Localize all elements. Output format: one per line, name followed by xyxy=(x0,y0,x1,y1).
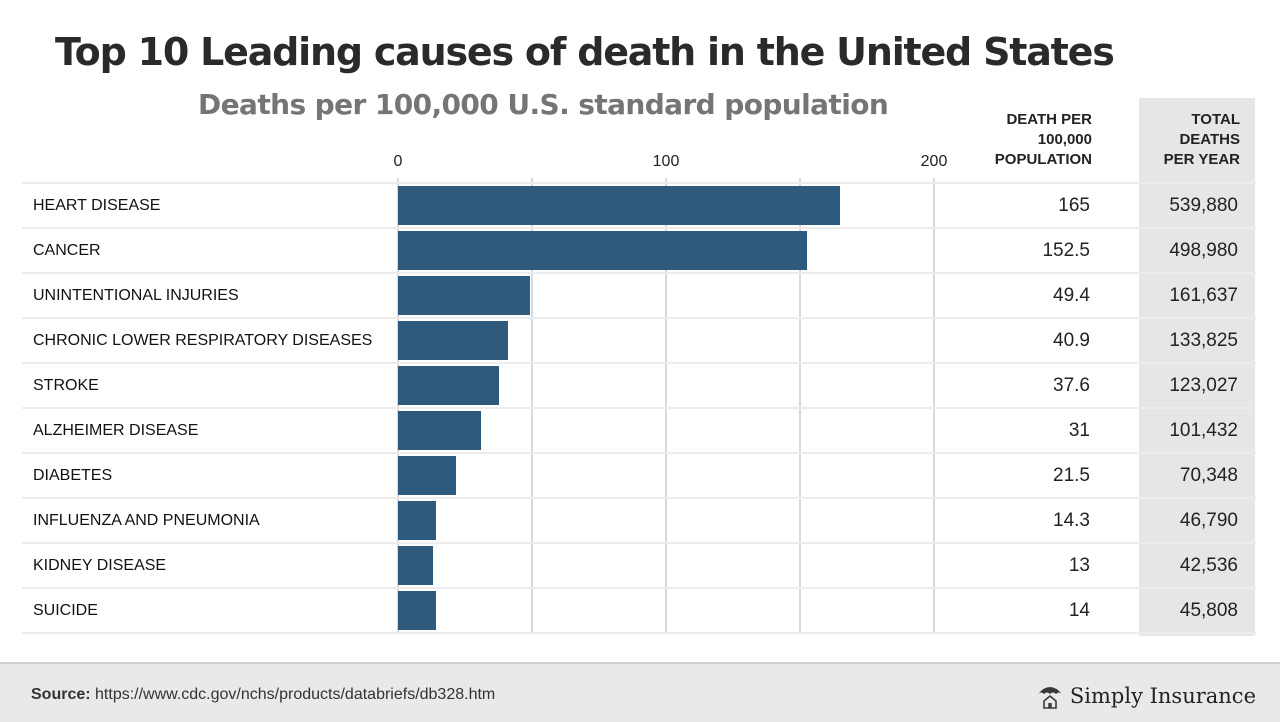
category-label: CHRONIC LOWER RESPIRATORY DISEASES xyxy=(33,331,373,349)
rate-column-header: DEATH PER 100,000 POPULATION xyxy=(958,110,1092,170)
umbrella-house-icon xyxy=(1037,687,1062,709)
rate-header-line: 100,000 xyxy=(1037,131,1092,148)
total-deaths-value: 498,980 xyxy=(1169,239,1238,261)
brand-logo: Simply Insurance xyxy=(1036,682,1256,710)
total-deaths-value: 133,825 xyxy=(1169,329,1238,351)
total-header-line: TOTAL xyxy=(1191,111,1240,128)
total-deaths-value: 46,790 xyxy=(1179,509,1238,531)
bar xyxy=(398,501,437,540)
category-label: INFLUENZA AND PNEUMONIA xyxy=(33,511,260,529)
source-citation: Source: https://www.cdc.gov/nchs/product… xyxy=(31,686,495,704)
row-divider xyxy=(22,587,1256,589)
source-label: Source: xyxy=(31,686,91,703)
grid-line xyxy=(397,178,399,634)
row-divider xyxy=(22,407,1256,409)
grid-line xyxy=(799,178,801,634)
bar xyxy=(398,366,499,405)
death-rate-value: 165 xyxy=(1058,194,1090,216)
row-divider xyxy=(22,182,1256,184)
row-divider xyxy=(22,542,1256,544)
total-deaths-column-band xyxy=(1139,98,1255,636)
row-divider xyxy=(22,497,1256,499)
row-divider xyxy=(22,632,1256,634)
death-rate-value: 49.4 xyxy=(1053,284,1090,306)
grid-line xyxy=(665,178,667,634)
total-deaths-value: 161,637 xyxy=(1169,284,1238,306)
rate-header-line: DEATH PER xyxy=(1006,111,1092,128)
bar xyxy=(398,546,433,585)
chart-subtitle: Deaths per 100,000 U.S. standard populat… xyxy=(198,88,889,121)
row-divider xyxy=(22,272,1256,274)
death-rate-value: 152.5 xyxy=(1042,239,1090,261)
total-deaths-value: 42,536 xyxy=(1179,554,1238,576)
total-header-line: DEATHS xyxy=(1179,131,1240,148)
bar xyxy=(398,411,482,450)
bar xyxy=(398,456,456,495)
category-label: SUICIDE xyxy=(33,601,98,619)
category-label: ALZHEIMER DISEASE xyxy=(33,421,199,439)
total-deaths-value: 70,348 xyxy=(1179,464,1238,486)
row-divider xyxy=(22,452,1256,454)
total-deaths-value: 45,808 xyxy=(1179,599,1238,621)
bar xyxy=(398,186,841,225)
x-tick-label: 200 xyxy=(920,153,948,170)
bar xyxy=(398,591,436,630)
rate-header-line: POPULATION xyxy=(994,151,1092,168)
row-divider xyxy=(22,317,1256,319)
total-column-header: TOTAL DEATHS PER YEAR xyxy=(1139,110,1240,170)
chart-title: Top 10 Leading causes of death in the Un… xyxy=(55,30,1115,74)
category-label: KIDNEY DISEASE xyxy=(33,556,167,574)
bar xyxy=(398,321,508,360)
category-label: DIABETES xyxy=(33,466,113,484)
total-deaths-value: 101,432 xyxy=(1169,419,1238,441)
row-divider xyxy=(22,227,1256,229)
bar xyxy=(398,231,807,270)
category-label: HEART DISEASE xyxy=(33,196,161,214)
death-rate-value: 31 xyxy=(1068,419,1090,441)
death-rate-value: 37.6 xyxy=(1053,374,1090,396)
death-rate-value: 13 xyxy=(1068,554,1090,576)
category-label: STROKE xyxy=(33,376,99,394)
x-tick-label: 0 xyxy=(393,153,403,170)
category-label: UNINTENTIONAL INJURIES xyxy=(33,286,239,304)
death-rate-value: 14.3 xyxy=(1053,509,1090,531)
category-label: CANCER xyxy=(33,241,101,259)
total-header-line: PER YEAR xyxy=(1163,151,1240,168)
grid-line xyxy=(531,178,533,634)
death-rate-value: 40.9 xyxy=(1053,329,1090,351)
total-deaths-value: 123,027 xyxy=(1169,374,1238,396)
death-rate-value: 14 xyxy=(1068,599,1090,621)
x-tick-label: 100 xyxy=(652,153,680,170)
total-deaths-value: 539,880 xyxy=(1169,194,1238,216)
row-divider xyxy=(22,362,1256,364)
brand-name: Simply Insurance xyxy=(1069,684,1256,708)
death-rate-value: 21.5 xyxy=(1053,464,1090,486)
bar xyxy=(398,276,531,315)
footer: Source: https://www.cdc.gov/nchs/product… xyxy=(0,662,1280,722)
grid-line xyxy=(933,178,935,634)
source-url[interactable]: https://www.cdc.gov/nchs/products/databr… xyxy=(95,686,496,703)
